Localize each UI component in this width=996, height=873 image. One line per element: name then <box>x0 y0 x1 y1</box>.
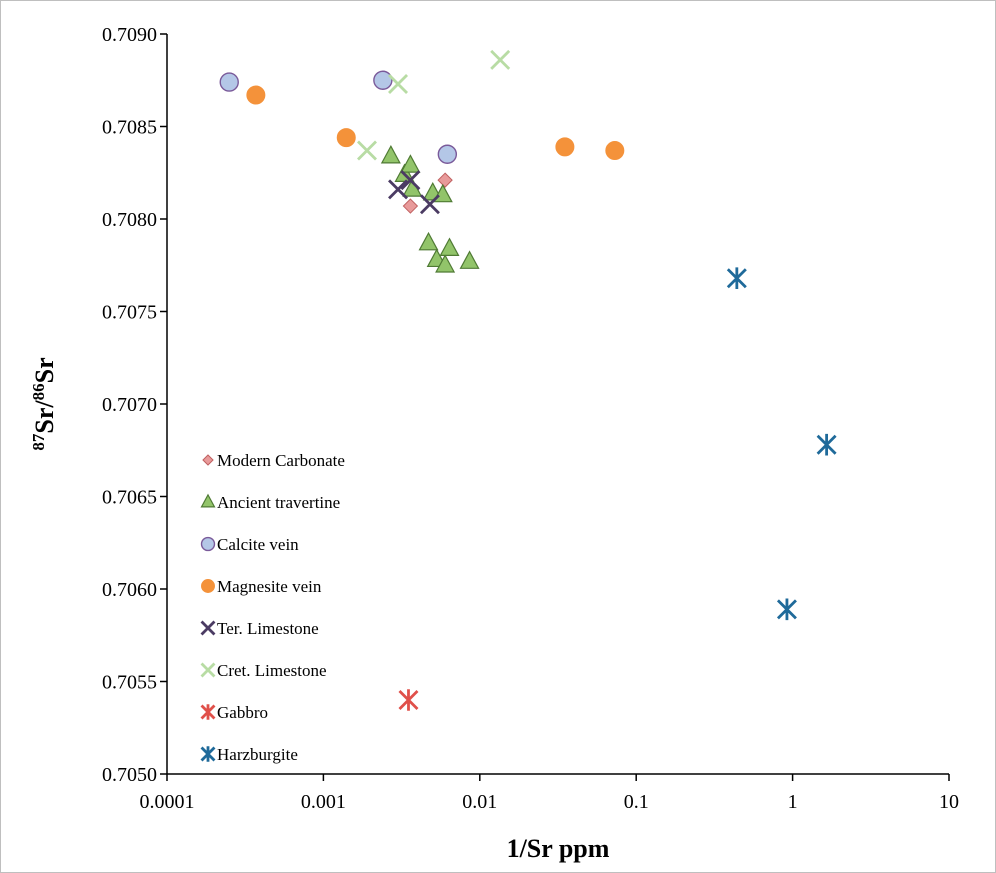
data-point <box>357 140 377 161</box>
data-point <box>380 144 401 164</box>
y-tick-label: 0.7085 <box>102 117 157 139</box>
data-point <box>605 141 625 161</box>
data-point <box>402 198 419 214</box>
legend-marker <box>202 454 214 466</box>
data-point <box>398 689 419 711</box>
data-point <box>418 231 439 251</box>
y-tick-label: 0.7060 <box>102 579 157 601</box>
x-axis-title: 1/Sr ppm <box>507 834 610 863</box>
data-point <box>776 598 797 621</box>
legend-label: Gabbro <box>217 703 268 722</box>
legend-entry: Modern Carbonate <box>202 451 345 470</box>
series-ter-limestone <box>388 170 440 215</box>
y-axis-title-sup1: 87 <box>29 433 48 451</box>
legend-marker <box>200 662 216 678</box>
legend-marker <box>200 493 216 508</box>
data-point <box>388 73 409 94</box>
data-point <box>726 267 747 289</box>
series-modern-carbonate <box>402 172 453 214</box>
x-tick-label: 0.0001 <box>140 791 195 813</box>
y-tick-label: 0.7055 <box>102 672 157 694</box>
data-point <box>219 72 239 92</box>
series-ancient-travertine <box>380 144 480 273</box>
legend-label: Harzburgite <box>217 745 298 764</box>
legend-entry: Harzburgite <box>200 745 298 764</box>
legend-label: Calcite vein <box>217 535 299 554</box>
legend-entry: Magnesite vein <box>201 577 322 596</box>
legend-label: Ter. Limestone <box>217 619 319 638</box>
tick-labels: 0.7050 0.7055 0.7060 0.7065 0.7070 0.7075 0.70… <box>102 24 959 813</box>
legend-entry: Cret. Limestone <box>200 661 327 680</box>
x-tick-label: 0.001 <box>301 791 346 813</box>
data-point <box>246 85 266 105</box>
x-tick-label: 10 <box>939 791 959 813</box>
legend-label: Modern Carbonate <box>217 451 345 470</box>
y-tick-label: 0.7065 <box>102 487 157 509</box>
y-tick-label: 0.7070 <box>102 394 157 416</box>
legend-label: Cret. Limestone <box>217 661 327 680</box>
legend-marker <box>200 536 216 552</box>
data-point <box>459 250 480 269</box>
y-tick-label: 0.7090 <box>102 24 157 46</box>
legend: Modern Carbonate Ancient travertine Calcit… <box>200 451 345 764</box>
legend-marker <box>201 579 215 593</box>
series-cret-limestone <box>357 49 511 161</box>
data-point <box>388 179 409 200</box>
data-point <box>816 433 837 456</box>
y-tick-label: 0.7080 <box>102 209 157 231</box>
legend-entry: Calcite vein <box>200 535 299 554</box>
legend-label: Ancient travertine <box>217 493 340 512</box>
data-point <box>437 144 458 164</box>
data-point <box>437 172 453 188</box>
data-point <box>400 170 421 191</box>
legend-marker <box>200 620 216 636</box>
series-magnesite-vein <box>246 85 625 161</box>
data-points <box>219 49 837 711</box>
data-point <box>490 49 511 70</box>
legend-marker <box>200 746 216 762</box>
legend-label: Magnesite vein <box>217 577 322 596</box>
data-point <box>373 70 393 90</box>
series-gabbro <box>398 689 419 711</box>
data-point <box>555 137 575 157</box>
data-point <box>419 194 440 215</box>
y-axis-title-base2: Sr <box>30 357 59 383</box>
data-point <box>336 128 356 148</box>
y-axis-title-sup2: 86 <box>29 383 48 400</box>
series-harzburgite <box>726 267 837 621</box>
y-tick-label: 0.7050 <box>102 764 157 786</box>
x-tick-label: 0.01 <box>462 791 497 813</box>
y-axis-title-base1: Sr/ <box>30 400 59 434</box>
legend-entry: Gabbro <box>200 703 268 722</box>
y-axis-title: 87Sr/86Sr <box>29 357 60 450</box>
legend-marker <box>200 704 216 720</box>
data-point <box>400 154 421 173</box>
series-calcite-vein <box>219 70 458 164</box>
legend-entry: Ancient travertine <box>200 493 340 512</box>
data-point <box>435 254 456 273</box>
axes <box>160 33 950 781</box>
data-point <box>439 237 460 256</box>
x-tick-label: 1 <box>788 791 798 813</box>
x-tick-label: 0.1 <box>624 791 649 813</box>
y-tick-label: 0.7075 <box>102 302 157 324</box>
legend-entry: Ter. Limestone <box>200 619 319 638</box>
